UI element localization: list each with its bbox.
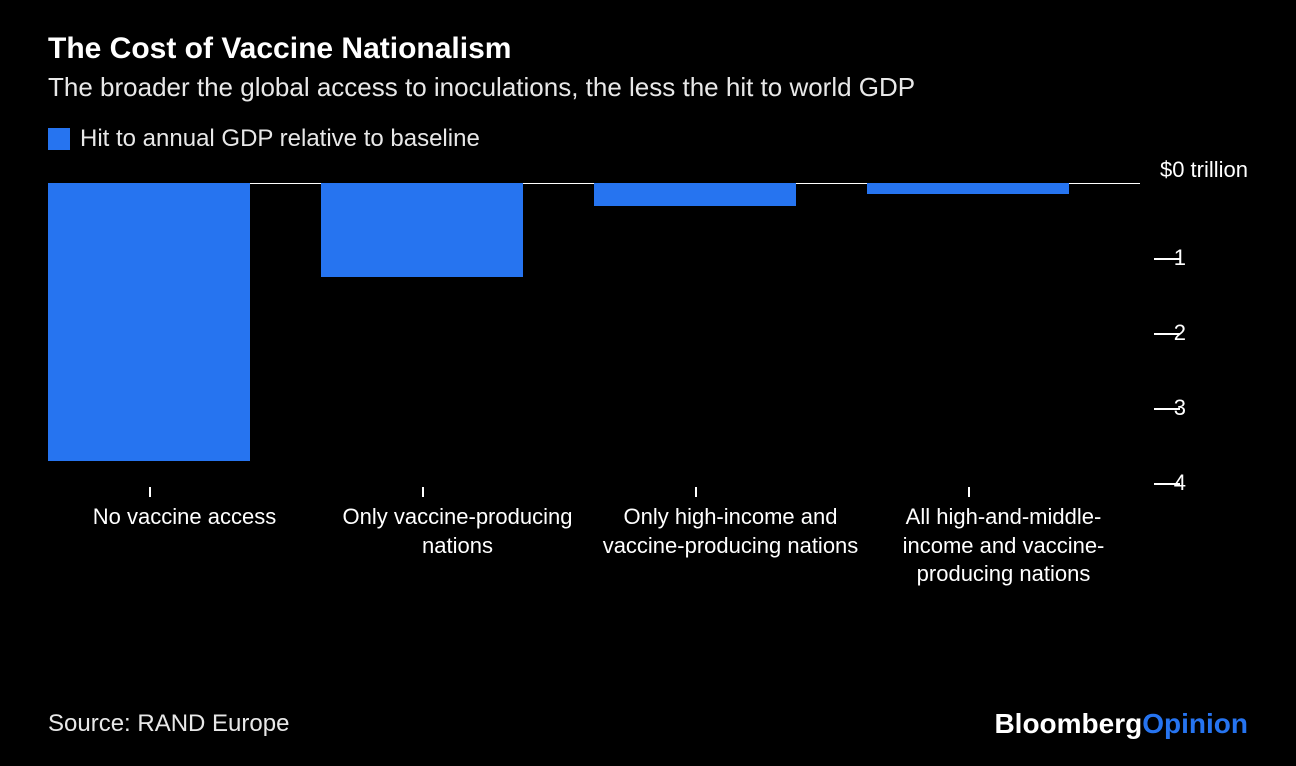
x-axis-label: No vaccine access bbox=[48, 503, 321, 589]
y-axis-zero-label: $0 trillion bbox=[1144, 157, 1248, 183]
chart-container: The Cost of Vaccine Nationalism The broa… bbox=[0, 0, 1296, 766]
legend-label: Hit to annual GDP relative to baseline bbox=[80, 125, 480, 153]
y-axis-label: -2 bbox=[1146, 320, 1186, 346]
legend-swatch bbox=[48, 128, 70, 150]
bar bbox=[594, 183, 796, 206]
x-tick bbox=[968, 487, 970, 497]
brand-logo: BloombergOpinion bbox=[994, 708, 1248, 740]
x-axis-label: All high-and-middle-income and vaccine-p… bbox=[867, 503, 1140, 589]
chart-plot: $0 trillion -1-2-3-4 No vaccine accessOn… bbox=[48, 183, 1248, 589]
chart-subtitle: The broader the global access to inocula… bbox=[48, 72, 1248, 103]
x-tick-slot bbox=[867, 483, 1140, 497]
x-tick-slot bbox=[321, 483, 594, 497]
x-axis-label: Only high-income and vaccine-producing n… bbox=[594, 503, 867, 589]
brand-text-b: Opinion bbox=[1142, 708, 1248, 739]
bar-slot bbox=[48, 183, 321, 483]
bars-row bbox=[48, 183, 1140, 483]
x-tick bbox=[695, 487, 697, 497]
bar-slot bbox=[594, 183, 867, 483]
brand-text-a: Bloomberg bbox=[994, 708, 1142, 739]
plot-area: $0 trillion -1-2-3-4 bbox=[48, 183, 1140, 483]
bar bbox=[321, 183, 523, 277]
x-tick bbox=[149, 487, 151, 497]
bar bbox=[48, 183, 250, 461]
y-axis-label: -3 bbox=[1146, 395, 1186, 421]
x-tick bbox=[422, 487, 424, 497]
x-ticks bbox=[48, 483, 1140, 497]
x-axis-label: Only vaccine-producing nations bbox=[321, 503, 594, 589]
x-tick-slot bbox=[594, 483, 867, 497]
legend: Hit to annual GDP relative to baseline bbox=[48, 125, 1248, 153]
chart-title: The Cost of Vaccine Nationalism bbox=[48, 32, 1248, 66]
bar bbox=[867, 183, 1069, 194]
y-axis-label: -4 bbox=[1146, 470, 1186, 496]
bar-slot bbox=[321, 183, 594, 483]
x-labels: No vaccine accessOnly vaccine-producing … bbox=[48, 503, 1140, 589]
x-tick-slot bbox=[48, 483, 321, 497]
source-text: Source: RAND Europe bbox=[48, 710, 289, 738]
y-axis-label: -1 bbox=[1146, 245, 1186, 271]
bar-slot bbox=[867, 183, 1140, 483]
